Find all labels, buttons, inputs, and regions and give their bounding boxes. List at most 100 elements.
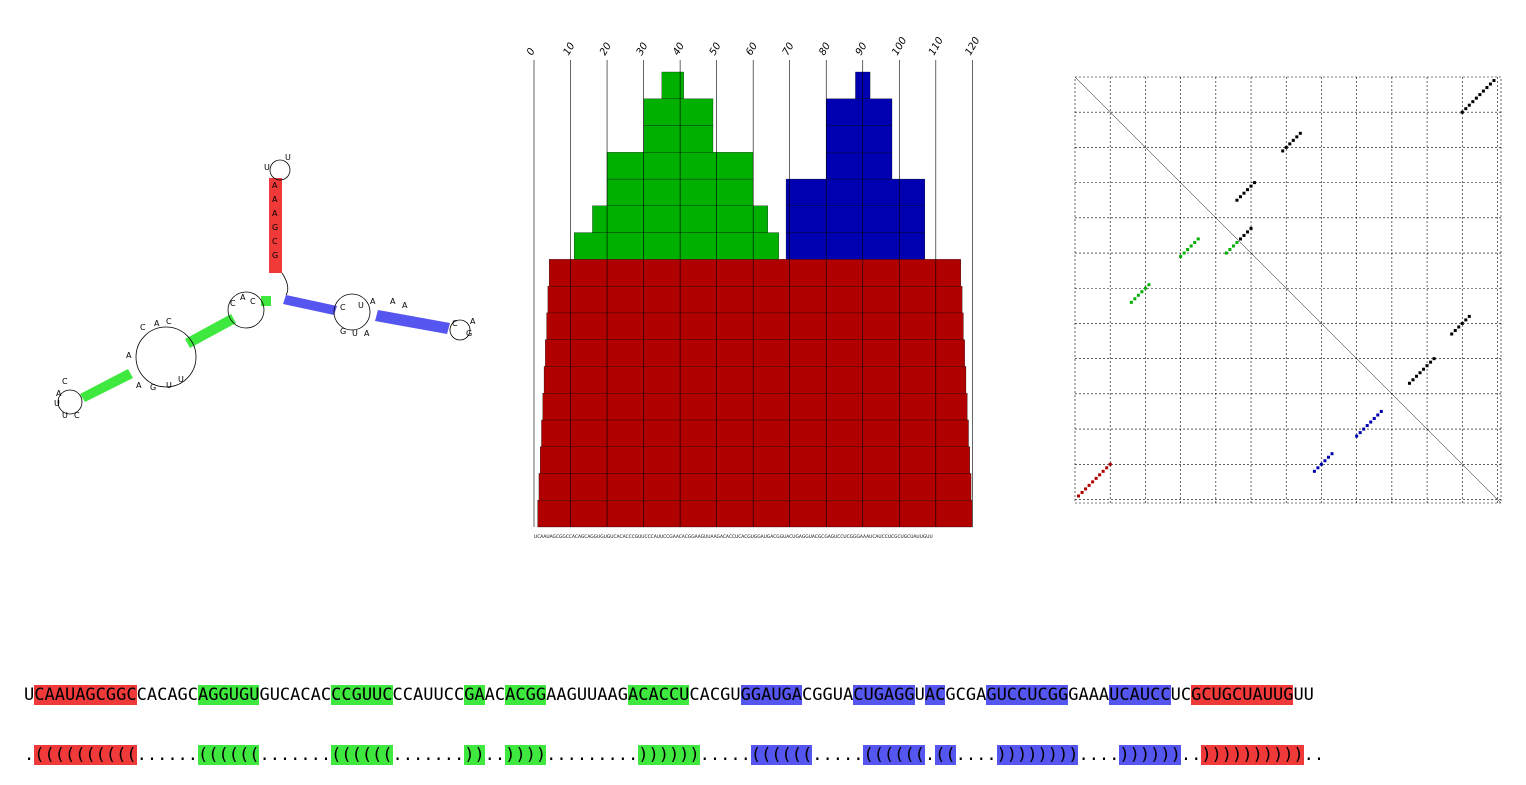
dot-plot-dot-prob bbox=[1281, 149, 1285, 153]
structure-segment: .. bbox=[1180, 745, 1202, 765]
sequence-segment: CGGUA bbox=[802, 685, 854, 705]
dot-plot-dot-prob bbox=[1481, 89, 1485, 93]
sequence-segment: GCUGCUAUUG bbox=[1191, 685, 1294, 705]
stem-green-3 bbox=[261, 296, 271, 306]
dot-plot-dot-mfe bbox=[1108, 462, 1112, 466]
structure-segment: ....... bbox=[259, 745, 332, 765]
sequence-segment: ACGG bbox=[505, 685, 547, 705]
sequence-row: UCAAUAGCGGCCACAGCAGGUGUGUCACACCCGUUCCCAU… bbox=[24, 685, 1324, 705]
dot-plot-dots bbox=[1077, 79, 1496, 498]
svg-text:G: G bbox=[466, 329, 472, 338]
dot-plot-dot-mfe bbox=[1077, 494, 1081, 498]
dot-plot-dot-mfe bbox=[1080, 490, 1084, 494]
svg-text:U: U bbox=[358, 301, 364, 310]
structure-segment: (((((( bbox=[750, 745, 813, 765]
svg-text:U: U bbox=[264, 163, 270, 172]
dot-plot-dot-prob bbox=[1460, 110, 1464, 114]
mountain-layer-red bbox=[542, 393, 968, 421]
dot-plot-dot-mfe bbox=[1101, 469, 1105, 473]
dot-plot-dot-prob bbox=[1291, 138, 1295, 142]
dot-plot-dot-prob bbox=[1464, 107, 1468, 111]
mountain-layer-red bbox=[537, 500, 973, 528]
svg-text:U: U bbox=[178, 375, 184, 384]
dot-plot-dot-prob bbox=[1411, 378, 1415, 382]
structure-segment: (( bbox=[935, 745, 956, 765]
svg-text:G: G bbox=[340, 327, 346, 336]
stem-blue-2 bbox=[375, 310, 450, 334]
dot-plot-dot-prob bbox=[1415, 374, 1419, 378]
dot-plot-dot-mfe bbox=[1362, 427, 1366, 431]
sequence-structure-block: UCAAUAGCGGCCACAGCAGGUGUGUCACACCCGUUCCCAU… bbox=[24, 645, 1324, 785]
dot-plot-dot-prob bbox=[1432, 357, 1436, 361]
svg-text:C: C bbox=[166, 317, 172, 326]
dot-plot-dot-mfe bbox=[1129, 300, 1133, 304]
dot-plot-dot-mfe bbox=[1193, 240, 1197, 244]
dot-plot-dot-mfe bbox=[1358, 431, 1362, 435]
mountain-tick-label: 110 bbox=[927, 35, 946, 57]
sequence-segment: ACACCU bbox=[628, 685, 690, 705]
svg-text:A: A bbox=[402, 301, 408, 310]
dot-plot-dot-prob bbox=[1418, 371, 1422, 375]
svg-text:G: G bbox=[272, 251, 278, 260]
svg-text:U: U bbox=[54, 399, 60, 408]
dot-plot bbox=[1074, 76, 1502, 504]
mountain-tick-label: 20 bbox=[598, 41, 614, 58]
dot-plot-dot-mfe bbox=[1224, 251, 1228, 255]
mountain-tick-label: 100 bbox=[890, 35, 909, 57]
mountain-layer-blue bbox=[826, 125, 893, 153]
structure-segment: (((((( bbox=[863, 745, 925, 765]
svg-text:C: C bbox=[250, 297, 256, 306]
structure-segment: )))))) bbox=[1119, 745, 1181, 765]
dot-plot-dot-prob bbox=[1235, 198, 1239, 202]
sequence-segment: AC bbox=[924, 685, 946, 705]
structure-segment: )))))) bbox=[638, 745, 700, 765]
mountain-layer-green bbox=[643, 125, 714, 153]
dot-plot-dot-prob bbox=[1429, 360, 1433, 364]
sequence-segment: GCGA bbox=[945, 685, 987, 705]
dot-plot-dot-prob bbox=[1425, 364, 1429, 368]
mountain-layer-blue bbox=[826, 152, 893, 180]
structure-segment: . bbox=[924, 745, 936, 765]
mountain-layer-red bbox=[547, 285, 963, 314]
structure-segment: )))) bbox=[505, 745, 547, 765]
dot-plot-dot-mfe bbox=[1372, 417, 1376, 421]
dot-plot-dot-prob bbox=[1242, 191, 1246, 195]
sequence-segment: U bbox=[914, 685, 925, 705]
dot-plot-dot-prob bbox=[1238, 195, 1242, 199]
dot-plot-dot-prob bbox=[1457, 325, 1461, 329]
junction-link bbox=[281, 272, 289, 296]
svg-text:A: A bbox=[470, 317, 476, 326]
structure-segment: ......... bbox=[546, 745, 639, 765]
dot-plot-dot-prob bbox=[1288, 142, 1292, 146]
svg-text:A: A bbox=[136, 381, 142, 390]
svg-text:C: C bbox=[340, 303, 346, 312]
mountain-layer-blue bbox=[785, 178, 926, 206]
svg-text:A: A bbox=[272, 181, 278, 190]
mountain-tick-label: 70 bbox=[781, 41, 797, 58]
sequence-segment: U bbox=[24, 685, 35, 705]
dot-plot-dot-mfe bbox=[1143, 286, 1147, 290]
dot-plot-dot-mfe bbox=[1316, 466, 1320, 470]
sequence-segment: AC bbox=[484, 685, 506, 705]
dot-plot-dot-prob bbox=[1467, 103, 1471, 107]
hairpin-loop-red bbox=[269, 159, 291, 181]
mountain-layer-green bbox=[643, 98, 714, 126]
svg-text:A: A bbox=[154, 319, 160, 328]
sequence-segment: CCGUUC bbox=[331, 685, 393, 705]
sequence-segment: GAAA bbox=[1068, 685, 1110, 705]
dot-plot-dot-prob bbox=[1242, 233, 1246, 237]
svg-text:G: G bbox=[272, 223, 278, 232]
structure-segment: .... bbox=[955, 745, 997, 765]
dot-plot-dot-prob bbox=[1478, 93, 1482, 97]
dot-plot-dot-mfe bbox=[1196, 237, 1200, 241]
dot-plot-dot-prob bbox=[1249, 184, 1253, 188]
dot-plot-dot-mfe bbox=[1379, 409, 1383, 413]
dot-plot-dot-prob bbox=[1492, 79, 1496, 83]
dot-plot-dot-mfe bbox=[1228, 248, 1232, 252]
sequence-segment: UCAUCC bbox=[1109, 685, 1171, 705]
structure-segment: )) bbox=[464, 745, 485, 765]
mountain-tick-label: 40 bbox=[671, 41, 687, 58]
svg-text:C: C bbox=[62, 377, 68, 386]
dot-plot-dot-prob bbox=[1450, 332, 1454, 336]
mountain-tick-label: 50 bbox=[708, 41, 724, 58]
